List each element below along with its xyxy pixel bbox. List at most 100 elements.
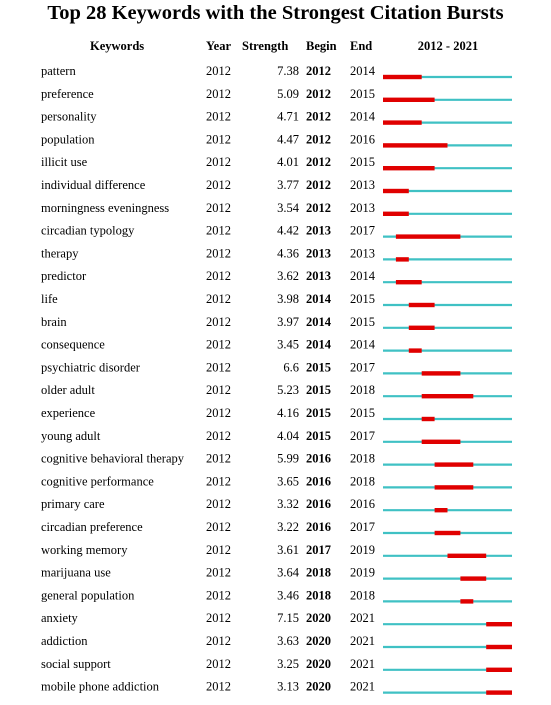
burst-bar xyxy=(421,439,461,444)
year-value: 2012 xyxy=(206,338,231,352)
keyword-label: preference xyxy=(41,87,94,101)
end-value: 2016 xyxy=(350,497,375,511)
year-value: 2012 xyxy=(206,543,231,557)
end-value: 2021 xyxy=(350,611,375,625)
keyword-label: psychiatric disorder xyxy=(41,360,141,374)
table-row: pattern 2012 7.38 2012 2014 xyxy=(41,64,512,80)
end-value: 2016 xyxy=(350,132,375,146)
table-row: illicit use 2012 4.01 2012 2015 xyxy=(41,155,512,171)
strength-value: 3.64 xyxy=(277,566,300,580)
strength-value: 3.13 xyxy=(277,680,299,694)
strength-value: 4.47 xyxy=(277,132,299,146)
year-value: 2012 xyxy=(206,132,231,146)
table-row: therapy 2012 4.36 2013 2013 xyxy=(41,246,512,262)
strength-value: 3.32 xyxy=(277,497,299,511)
table-header: Keywords Year Strength Begin End 2012 - … xyxy=(90,39,478,53)
year-value: 2012 xyxy=(206,680,231,694)
keyword-label: general population xyxy=(41,588,135,602)
end-value: 2015 xyxy=(350,155,375,169)
burst-bar xyxy=(421,416,435,422)
begin-value: 2015 xyxy=(306,429,331,443)
table-row: general population 2012 3.46 2018 2018 xyxy=(41,588,512,604)
year-value: 2012 xyxy=(206,383,231,397)
keyword-label: circadian preference xyxy=(41,520,143,534)
year-value: 2012 xyxy=(206,497,231,511)
burst-bar xyxy=(383,188,409,194)
chart-title: Top 28 Keywords with the Strongest Citat… xyxy=(47,2,504,24)
end-value: 2021 xyxy=(350,657,375,671)
table-row: individual difference 2012 3.77 2012 2013 xyxy=(41,178,512,194)
table-row: young adult 2012 4.04 2015 2017 xyxy=(41,429,512,444)
year-value: 2012 xyxy=(206,452,231,466)
strength-value: 3.63 xyxy=(277,634,299,648)
table-row: circadian typology 2012 4.42 2013 2017 xyxy=(41,224,512,239)
burst-bar xyxy=(383,211,409,216)
begin-value: 2018 xyxy=(306,588,331,602)
begin-value: 2020 xyxy=(306,680,331,694)
keyword-label: young adult xyxy=(41,429,101,443)
table-row: social support 2012 3.25 2020 2021 xyxy=(41,657,512,672)
keyword-label: population xyxy=(41,132,95,146)
begin-value: 2012 xyxy=(306,132,331,146)
begin-value: 2012 xyxy=(306,64,331,78)
end-value: 2018 xyxy=(350,588,375,602)
year-value: 2012 xyxy=(206,201,231,215)
table-row: experience 2012 4.16 2015 2015 xyxy=(41,406,512,422)
begin-value: 2016 xyxy=(306,520,331,534)
end-value: 2017 xyxy=(350,429,375,443)
year-value: 2012 xyxy=(206,110,231,124)
table-row: older adult 2012 5.23 2015 2018 xyxy=(41,383,512,399)
keyword-label: anxiety xyxy=(41,611,79,625)
burst-bar xyxy=(421,394,474,399)
keyword-label: mobile phone addiction xyxy=(41,680,160,694)
strength-value: 3.62 xyxy=(277,269,299,283)
begin-value: 2014 xyxy=(306,338,332,352)
end-value: 2015 xyxy=(350,292,375,306)
strength-value: 3.45 xyxy=(277,338,299,352)
keyword-label: circadian typology xyxy=(41,224,135,238)
burst-bar xyxy=(460,599,474,604)
begin-value: 2020 xyxy=(306,611,331,625)
year-value: 2012 xyxy=(206,155,231,169)
end-value: 2018 xyxy=(350,474,375,488)
keyword-label: primary care xyxy=(41,497,105,511)
table-row: preference 2012 5.09 2012 2015 xyxy=(41,87,512,102)
burst-bar xyxy=(383,166,435,171)
table-row: life 2012 3.98 2014 2015 xyxy=(41,292,512,308)
keyword-label: pattern xyxy=(41,64,76,78)
year-value: 2012 xyxy=(206,474,231,488)
year-value: 2012 xyxy=(206,315,231,329)
burst-bar xyxy=(395,234,461,239)
strength-value: 4.16 xyxy=(277,406,299,420)
table-row: cognitive behavioral therapy 2012 5.99 2016… xyxy=(41,452,512,467)
end-value: 2017 xyxy=(350,360,375,374)
year-value: 2012 xyxy=(206,611,231,625)
keyword-label: life xyxy=(41,292,58,306)
begin-value: 2014 xyxy=(306,315,332,329)
year-value: 2012 xyxy=(206,87,231,101)
begin-value: 2012 xyxy=(306,110,331,124)
end-value: 2014 xyxy=(350,110,376,124)
burst-bar xyxy=(486,690,512,695)
burst-bar xyxy=(408,325,435,330)
strength-value: 4.04 xyxy=(277,429,300,443)
end-value: 2021 xyxy=(350,680,375,694)
table-row: personality 2012 4.71 2012 2014 xyxy=(41,110,512,125)
strength-value: 3.46 xyxy=(277,588,299,602)
begin-value: 2013 xyxy=(306,224,331,238)
begin-value: 2013 xyxy=(306,246,331,260)
end-value: 2013 xyxy=(350,178,375,192)
table-row: marijuana use 2012 3.64 2018 2019 xyxy=(41,566,512,581)
year-value: 2012 xyxy=(206,360,231,374)
keyword-label: consequence xyxy=(41,338,105,352)
begin-value: 2012 xyxy=(306,87,331,101)
strength-value: 5.09 xyxy=(277,87,299,101)
strength-value: 4.01 xyxy=(277,155,299,169)
table-row: working memory 2012 3.61 2017 2019 xyxy=(41,543,512,558)
strength-value: 4.42 xyxy=(277,224,299,238)
table-row: primary care 2012 3.32 2016 2016 xyxy=(41,497,512,513)
strength-value: 3.54 xyxy=(277,201,300,215)
keyword-label: illicit use xyxy=(41,155,88,169)
strength-value: 4.36 xyxy=(277,246,299,260)
